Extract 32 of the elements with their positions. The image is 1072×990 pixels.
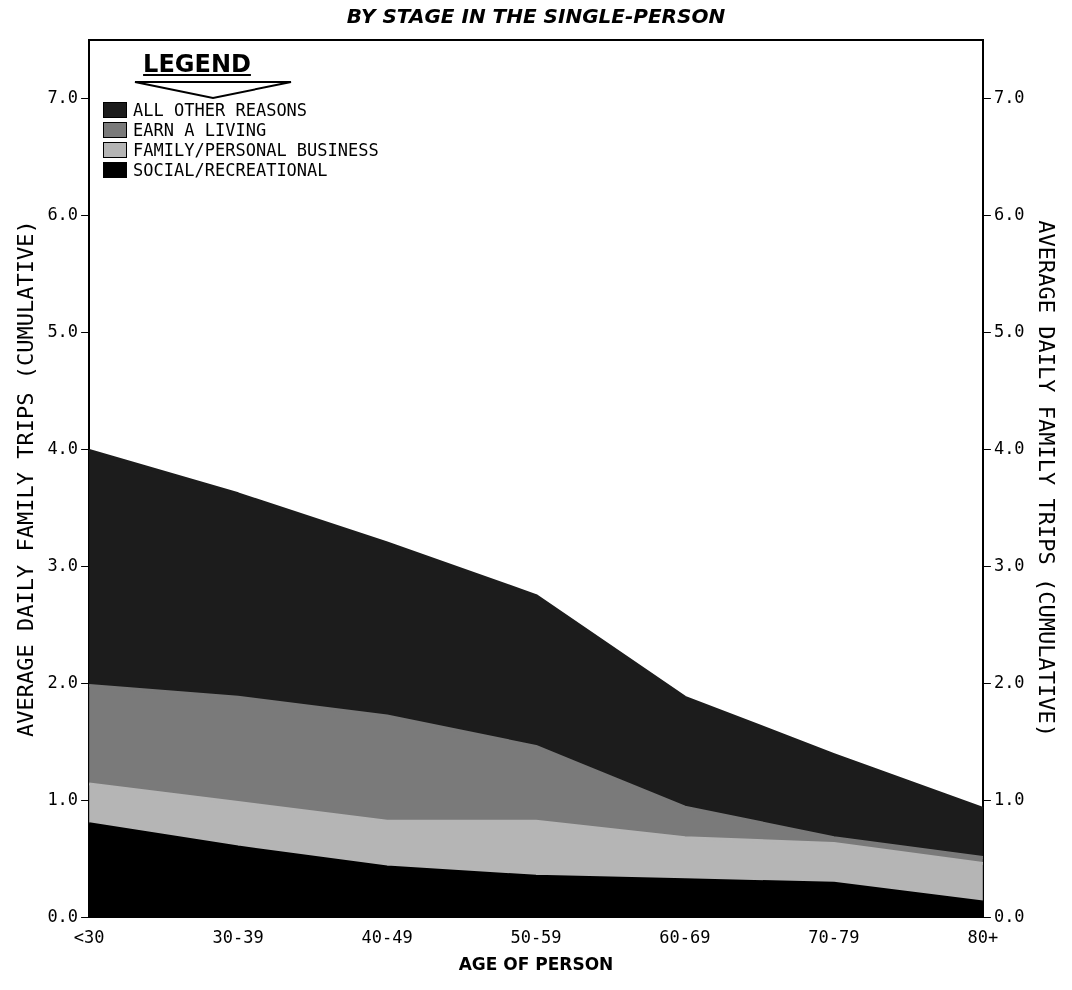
y2-tick-label: 5.0 [993,320,1025,341]
x-tick-label: 50-59 [510,926,562,947]
y-tick-label: 0.0 [47,905,79,926]
y-tick-label: 5.0 [47,320,79,341]
legend-label: EARN A LIVING [133,120,267,140]
legend-label: ALL OTHER REASONS [133,100,308,120]
x-tick-label: 80+ [967,926,999,947]
legend-label: SOCIAL/RECREATIONAL [133,160,328,180]
y2-tick-label: 4.0 [993,437,1025,458]
y-tick-label: 2.0 [47,671,79,692]
legend-title: LEGEND [143,50,252,78]
y-tick-label: 1.0 [47,788,79,809]
y-axis-title: AVERAGE DAILY FAMILY TRIPS (CUMULATIVE) [12,220,38,737]
y-tick-label: 3.0 [47,554,79,575]
y2-tick-label: 1.0 [993,788,1025,809]
x-tick-label: 30-39 [212,926,264,947]
y-tick-label: 6.0 [47,203,79,224]
y2-tick-label: 0.0 [993,905,1025,926]
x-tick-label: 60-69 [659,926,711,947]
y2-tick-label: 2.0 [993,671,1025,692]
x-axis-title: AGE OF PERSON [458,954,614,975]
y2-axis-title: AVERAGE DAILY FAMILY TRIPS (CUMULATIVE) [1034,220,1060,737]
x-tick-label: 70-79 [808,926,860,947]
y2-tick-label: 6.0 [993,203,1025,224]
chart-title: BY STAGE IN THE SINGLE-PERSON [345,4,727,28]
y-tick-label: 7.0 [47,86,79,107]
x-tick-label: 40-49 [361,926,413,947]
y2-tick-label: 3.0 [993,554,1025,575]
legend-label: FAMILY/PERSONAL BUSINESS [133,140,379,160]
y2-tick-label: 7.0 [993,86,1025,107]
y-tick-label: 4.0 [47,437,79,458]
x-tick-label: <30 [73,926,105,947]
